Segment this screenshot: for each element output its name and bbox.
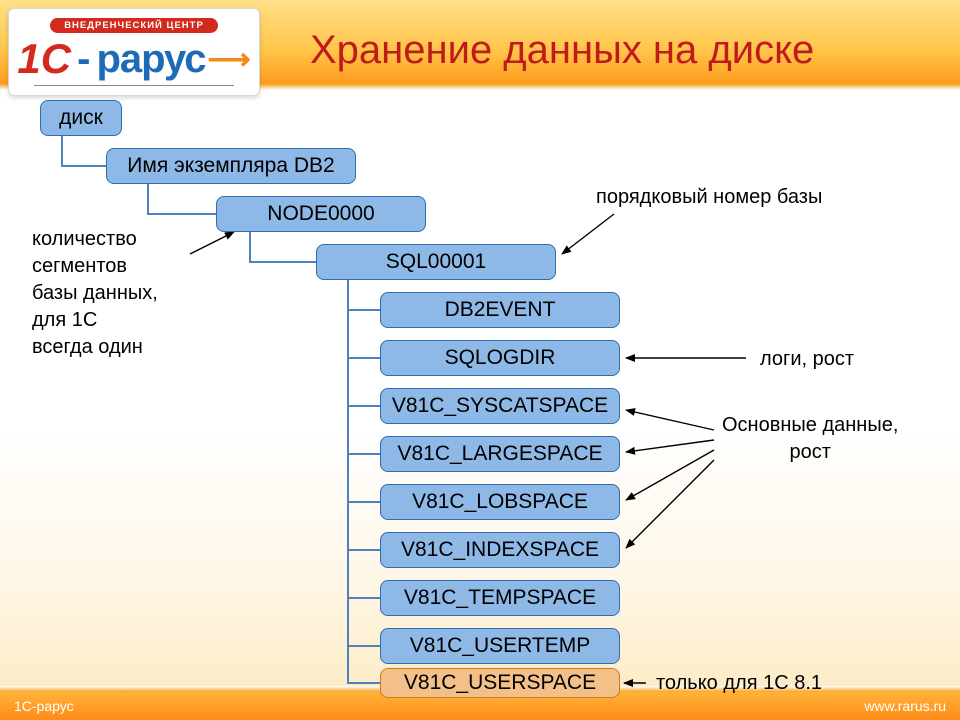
tree-node-index: V81C_INDEXSPACE <box>380 532 620 568</box>
tree-node-syscat: V81C_SYSCATSPACE <box>380 388 620 424</box>
tree-node-label: Имя экземпляра DB2 <box>127 154 334 178</box>
slide: 1С-рарус www.rarus.ru ВНЕДРЕНЧЕСКИЙ ЦЕНТ… <box>0 0 960 720</box>
tree-node-label: DB2EVENT <box>445 298 556 322</box>
tree-node-label: V81C_TEMPSPACE <box>404 586 596 610</box>
logo-1c: 1С <box>17 35 71 83</box>
tree-node-large: V81C_LARGESPACE <box>380 436 620 472</box>
note-only81: только для 1С 8.1 <box>656 670 822 697</box>
tree-node-disk: диск <box>40 100 122 136</box>
tree-node-node0000: NODE0000 <box>216 196 426 232</box>
tree-node-label: SQLOGDIR <box>445 346 556 370</box>
tree-node-label: V81C_SYSCATSPACE <box>392 394 608 418</box>
tree-node-label: V81C_USERTEMP <box>410 634 591 658</box>
tree-node-usertemp: V81C_USERTEMP <box>380 628 620 664</box>
tree-node-label: V81C_LOBSPACE <box>412 490 588 514</box>
tree-node-sql00001: SQL00001 <box>316 244 556 280</box>
tree-node-label: NODE0000 <box>267 202 374 226</box>
logo: ВНЕДРЕНЧЕСКИЙ ЦЕНТР 1С - рарус ⟶ <box>8 8 260 96</box>
tree-node-label: V81C_LARGESPACE <box>397 442 602 466</box>
tree-node-lob: V81C_LOBSPACE <box>380 484 620 520</box>
tree-node-userspace: V81C_USERSPACE <box>380 668 620 698</box>
note-segments: количествосегментовбазы данных,для 1Свсе… <box>32 226 158 361</box>
tree-node-instance: Имя экземпляра DB2 <box>106 148 356 184</box>
note-logs: логи, рост <box>760 346 854 373</box>
footer-right: www.rarus.ru <box>864 698 946 714</box>
note-dbnum: порядковый номер базы <box>596 184 822 211</box>
tree-node-label: V81C_INDEXSPACE <box>401 538 599 562</box>
tree-node-temp: V81C_TEMPSPACE <box>380 580 620 616</box>
tree-node-label: V81C_USERSPACE <box>404 671 596 695</box>
page-title: Хранение данных на диске <box>310 28 814 73</box>
logo-rarus: рарус <box>96 37 205 82</box>
logo-underline <box>34 85 234 86</box>
logo-badge: ВНЕДРЕНЧЕСКИЙ ЦЕНТР <box>50 18 218 33</box>
footer-left: 1С-рарус <box>14 698 74 714</box>
logo-main: 1С - рарус ⟶ <box>17 35 250 83</box>
logo-dash: - <box>77 37 90 82</box>
tree-node-label: SQL00001 <box>386 250 486 274</box>
note-main: Основные данные,рост <box>722 412 898 466</box>
tree-node-label: диск <box>59 106 103 130</box>
tree-node-db2event: DB2EVENT <box>380 292 620 328</box>
logo-swoosh-icon: ⟶ <box>208 42 251 77</box>
tree-node-sqlogdir: SQLOGDIR <box>380 340 620 376</box>
